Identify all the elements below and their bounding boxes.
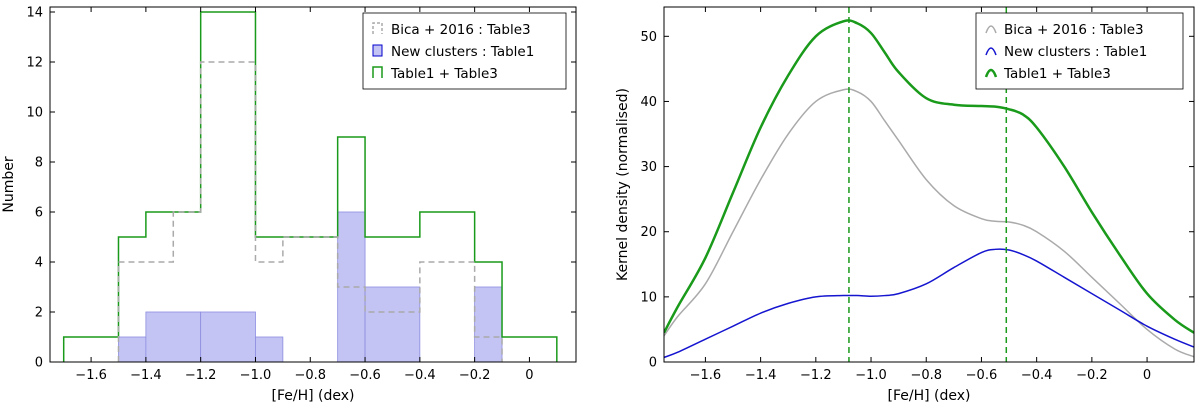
legend-entry: New clusters : Table1 bbox=[391, 44, 534, 60]
y-tick-label: 4 bbox=[35, 256, 43, 271]
y-tick-label: 50 bbox=[640, 30, 657, 45]
kde-new-clusters bbox=[664, 248, 1194, 359]
legend-entry: New clusters : Table1 bbox=[1004, 44, 1147, 60]
x-tick-label: −0.8 bbox=[294, 368, 326, 383]
bar-new-clusters bbox=[337, 211, 366, 363]
y-axis-label: Kernel density (normalised) bbox=[615, 88, 631, 281]
x-axis-label: [Fe/H] (dex) bbox=[272, 388, 355, 404]
y-tick-label: 10 bbox=[26, 106, 43, 121]
y-tick-label: 30 bbox=[640, 160, 657, 175]
legend-swatch bbox=[372, 22, 383, 34]
y-tick-label: 0 bbox=[35, 356, 43, 371]
x-tick-label: −1.4 bbox=[745, 368, 777, 383]
x-tick-label: −0.2 bbox=[1076, 368, 1108, 383]
y-tick-label: 2 bbox=[35, 306, 43, 321]
x-tick-label: −0.8 bbox=[910, 368, 942, 383]
y-tick-label: 12 bbox=[26, 56, 43, 71]
x-tick-label: −1.6 bbox=[75, 368, 107, 383]
kde-panel: −1.6 −1.4 −1.2 −1.0 −0.8 −0.6 −0.4 −0.2 0 0 10 20 30… bbox=[615, 6, 1195, 404]
x-tick-label: −1.2 bbox=[185, 368, 217, 383]
x-tick-label: −0.2 bbox=[459, 368, 491, 383]
histogram-panel: −1.6 −1.4 −1.2 −1.0 −0.8 −0.6 −0.4 −0.2 0 0 2 4 6 8 10… bbox=[1, 6, 577, 404]
y-tick-label: 14 bbox=[26, 6, 43, 21]
y-tick-label: 6 bbox=[35, 206, 43, 221]
legend-swatch bbox=[372, 44, 383, 57]
y-tick-label: 10 bbox=[640, 290, 657, 305]
kde-table1-table3 bbox=[664, 19, 1194, 334]
legend-box bbox=[362, 12, 567, 90]
plot-frame bbox=[49, 6, 577, 363]
bar-new-clusters bbox=[255, 336, 284, 363]
x-tick-label: −0.6 bbox=[966, 368, 998, 383]
legend-swatch bbox=[984, 68, 998, 78]
x-tick-label: 0 bbox=[1143, 368, 1151, 383]
legend-entry: Table1 + Table3 bbox=[390, 66, 498, 82]
legend-entry: Bica + 2016 : Table3 bbox=[1004, 22, 1144, 38]
x-tick-label: −1.4 bbox=[130, 368, 162, 383]
y-tick-label: 40 bbox=[640, 95, 657, 110]
x-tick-label: −1.2 bbox=[800, 368, 832, 383]
x-tick-label: −1.0 bbox=[855, 368, 887, 383]
x-tick-label: −0.4 bbox=[1021, 368, 1053, 383]
x-tick-label: −1.6 bbox=[690, 368, 722, 383]
y-tick-label: 0 bbox=[649, 356, 657, 371]
legend-swatch bbox=[985, 47, 997, 56]
bar-new-clusters bbox=[364, 286, 421, 363]
y-tick-label: 20 bbox=[640, 225, 657, 240]
x-tick-label: 0 bbox=[525, 368, 533, 383]
x-tick-label: −0.4 bbox=[404, 368, 436, 383]
legend-swatch bbox=[985, 25, 997, 34]
step-table1-table3 bbox=[62, 11, 558, 362]
kde-curves bbox=[664, 7, 1194, 362]
plot-frame bbox=[663, 6, 1195, 363]
x-tick-label: −0.6 bbox=[349, 368, 381, 383]
legend-entry: Table1 + Table3 bbox=[1003, 66, 1111, 82]
legend-box bbox=[975, 12, 1184, 90]
bar-new-clusters bbox=[145, 311, 202, 363]
kde-bica-2016 bbox=[664, 88, 1194, 358]
y-tick-label: 8 bbox=[35, 156, 43, 171]
bar-new-clusters bbox=[200, 311, 256, 363]
x-axis-label: [Fe/H] (dex) bbox=[888, 388, 971, 404]
bar-new-clusters bbox=[474, 286, 503, 363]
bar-new-clusters bbox=[118, 336, 147, 363]
y-axis-label: Number bbox=[1, 156, 17, 212]
legend-entry: Bica + 2016 : Table3 bbox=[391, 22, 531, 38]
legend-swatch bbox=[372, 66, 383, 78]
x-tick-label: −1.0 bbox=[240, 368, 272, 383]
